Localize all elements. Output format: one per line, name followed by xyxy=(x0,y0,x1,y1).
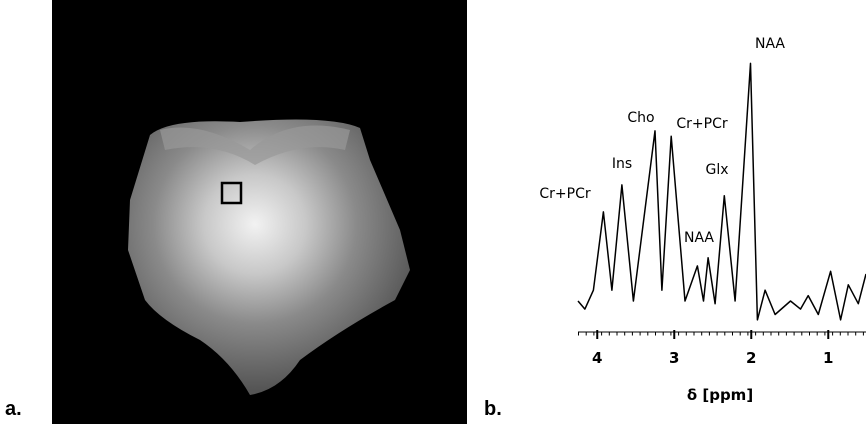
panel-label: a. xyxy=(5,398,22,420)
peak-label: Ins xyxy=(612,156,632,172)
brain-region xyxy=(128,119,410,396)
peak-label: Glx xyxy=(705,162,728,178)
x-tick-label: 2 xyxy=(746,349,756,367)
x-tick-label: 4 xyxy=(592,349,602,367)
voxel-box xyxy=(220,181,243,205)
peak-label: NAA xyxy=(684,230,714,246)
x-axis-label: δ [ppm] xyxy=(687,386,753,404)
peak-label: Cr+PCr xyxy=(539,186,590,202)
x-tick-label: 3 xyxy=(669,349,679,367)
spectrum-line xyxy=(577,62,866,321)
panel-label: b. xyxy=(484,398,502,420)
peak-label: Cr+PCr xyxy=(676,116,727,132)
peak-label: Cho xyxy=(627,110,654,126)
x-tick-label: 1 xyxy=(823,349,833,367)
brain-rim xyxy=(160,125,350,165)
peak-label: NAA xyxy=(755,36,785,52)
